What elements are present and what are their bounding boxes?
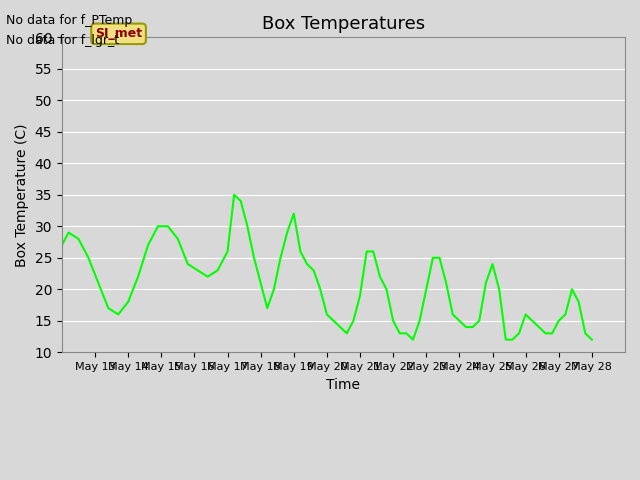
X-axis label: Time: Time [326, 377, 360, 392]
Y-axis label: Box Temperature (C): Box Temperature (C) [15, 123, 29, 266]
Text: No data for f_PTemp: No data for f_PTemp [6, 14, 132, 27]
Text: No data for f_lgr_t: No data for f_lgr_t [6, 34, 120, 47]
Text: SI_met: SI_met [95, 27, 142, 40]
Legend:  [338, 404, 349, 415]
Title: Box Temperatures: Box Temperatures [262, 15, 425, 33]
